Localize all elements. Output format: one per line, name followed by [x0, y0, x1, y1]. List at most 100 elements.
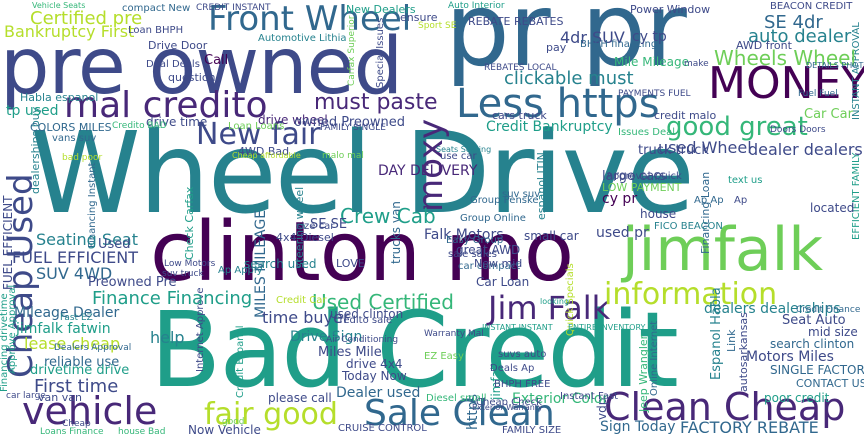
- word-poor-credit: poor credit: [764, 391, 830, 405]
- word-call: Call: [204, 53, 229, 68]
- word-help: help: [150, 328, 185, 347]
- word-today-now: Today Now: [342, 369, 407, 383]
- word-wheel-drive: Wheel Drive: [30, 109, 695, 239]
- word-rebates-local: REBATES LOCAL: [484, 63, 557, 73]
- word-fico-beacon: FICO BEACON: [654, 221, 723, 232]
- word-se-4dr: SE 4dr: [764, 12, 823, 33]
- word-sale-clean: Sale Clean: [364, 393, 555, 434]
- word-instant-approval-vertical: INSTANT APPROVAL: [851, 22, 862, 120]
- word-jimfalk-fatwin: jimfalk fatwin: [16, 321, 111, 337]
- word-auto-interior: Auto Interior: [448, 1, 505, 11]
- word-cy-tp: cy tp: [632, 29, 667, 45]
- word-loan-bhph: Loan BHPH: [128, 25, 184, 36]
- word-please-call: please call: [268, 391, 332, 405]
- word-used-clinton: used clinton: [330, 307, 404, 321]
- word-pre-owned: pre owned: [0, 22, 403, 112]
- word-contact-us: CONTACT US: [796, 377, 864, 390]
- word-espanol-itin-vertical: espanol ITIN: [535, 152, 548, 220]
- word-dealer-used: Dealer used: [336, 385, 421, 401]
- word-vans-suv: vans suv: [52, 133, 97, 144]
- word-seats-seating: Seats Seating: [436, 145, 492, 154]
- word-new-mid: New mid: [474, 257, 523, 270]
- word-question: question: [168, 71, 216, 84]
- word-cheap-check: Cheap Check: [476, 397, 542, 408]
- word-preowned-pre: Preowned Pre: [88, 275, 177, 290]
- word-low-payment: LOW PAYMENT: [602, 181, 682, 194]
- word-dealer-dealers: dealer dealers: [748, 140, 863, 159]
- word-credit-finance: Credit Finance: [796, 305, 861, 315]
- word-clickable-must: clickable must: [504, 68, 634, 89]
- word-mileage-dealer: Mileage Dealer: [14, 305, 120, 321]
- word-details-photos: DETAILS PHOTOS: [806, 61, 864, 70]
- word-used-pr: used pr: [596, 225, 649, 241]
- word-ap-ap: Ap Ap: [694, 195, 724, 206]
- word-front-wheel: Front Wheel: [208, 0, 412, 39]
- word-drive-wheel: drive wheel: [258, 113, 328, 127]
- word-diesel-small: Diesel small: [426, 393, 487, 404]
- word-truck-truck: truck truck: [638, 143, 709, 158]
- word-compact-new: compact New: [122, 3, 191, 14]
- word-jimfalk: jimfalk: [622, 215, 824, 285]
- word-cheap-small: Cheap: [62, 419, 91, 429]
- word-link-vertical: Link: [725, 329, 738, 352]
- word-ap-apply: Ap Apply: [218, 265, 263, 276]
- word-exterior-warranty: Exterior Warranty: [472, 403, 543, 412]
- word-carfax-superior-vertical: Carfax Superior: [347, 15, 357, 86]
- word-bankruptcy-first: Bankruptcy First: [4, 22, 135, 41]
- word-ez-easy: EZ Easy: [424, 351, 464, 362]
- word-doors-doors: Doors Doors: [770, 125, 826, 135]
- word-4x4-diesel: 4x4 Diesel: [276, 231, 334, 244]
- word-colors-miles: COLORS MILES: [30, 121, 112, 134]
- word-exterior-color: Exterior Color: [512, 391, 609, 407]
- word-day-delivery: DAY DELIVERY: [378, 163, 478, 179]
- word-ensure: ensure: [400, 11, 438, 24]
- word-car-loan: Car Loan: [476, 275, 530, 289]
- word-wheels-wheel: Wheels Wheel: [714, 46, 857, 70]
- word-group-online: Group Online: [460, 213, 526, 224]
- word-instant-instant: INSTANT INSTANT: [482, 323, 553, 332]
- word-dealers-dealerships: dealers dealerships: [704, 301, 841, 317]
- word-factory-rebate: FACTORY REBATE: [680, 418, 819, 436]
- word-cars-truck: cars truck: [492, 109, 547, 122]
- word-suvs-auto: suvs auto: [498, 349, 547, 360]
- word-motors-miles: Motors Miles: [746, 349, 834, 365]
- word-auto-dealer: auto dealer: [748, 26, 852, 47]
- word-credit-malo: credit malo: [654, 109, 717, 122]
- word-owned-preowned: owned Preowned: [294, 115, 405, 130]
- word-used: Used: [98, 237, 131, 252]
- word-single-factory: SINGLE FACTORY: [770, 363, 864, 377]
- word-use-car: use car: [440, 151, 477, 162]
- word-entire-inventory: ENTIRE INVENTORY: [568, 323, 646, 332]
- word-good: good: [222, 417, 245, 427]
- word-loans-finance: Loans Finance: [40, 427, 104, 436]
- word-fair-good: fair good: [204, 397, 338, 432]
- word-credit-bankruptcy: Credit Bankruptcy: [486, 119, 613, 135]
- word-power-window: Power Window: [630, 3, 711, 16]
- word-cheap-affordable: Cheap affordable: [232, 151, 301, 160]
- word-malo-mal: malo mal: [322, 151, 364, 161]
- word-low-motors: Low Motors: [164, 259, 216, 269]
- word-group-penske: Group Penske: [470, 195, 539, 206]
- word-fuel-efficient-vertical: FUEL EFFICIENT: [1, 195, 15, 291]
- word-credit-instant: CREDIT INSTANT: [196, 3, 271, 13]
- word-house-bad: house Bad: [118, 427, 166, 436]
- word-pr-pr: pr pr: [445, 0, 687, 90]
- word-looking: looking: [540, 297, 570, 306]
- word-suv-truck: suv truck: [162, 269, 204, 279]
- word-great-awd: great AWD: [456, 243, 521, 257]
- word-car-car: Car Car: [804, 107, 853, 122]
- word-credit-car: Credit Car: [276, 295, 327, 306]
- word-drive-door: Drive Door: [148, 39, 208, 52]
- word-bhph-free: BHPH FREE: [494, 379, 551, 390]
- word-located: located: [810, 201, 855, 215]
- word-beacon-credit: BEACON CREDIT: [770, 1, 853, 12]
- word-miles-mile: Miles Mile: [318, 345, 382, 360]
- word-sport-se: Sport SE: [418, 21, 457, 31]
- word-ap: Ap: [734, 195, 748, 206]
- word-financing-loan-vertical: Financing Loan: [699, 171, 712, 254]
- word-car-large: car large: [6, 391, 46, 401]
- word-search-clinton: search clinton: [770, 337, 855, 351]
- word-fuel-efficient: FUEL EFFICIENT: [12, 248, 138, 267]
- word-dealers-approval: Dealers Approval: [54, 343, 132, 353]
